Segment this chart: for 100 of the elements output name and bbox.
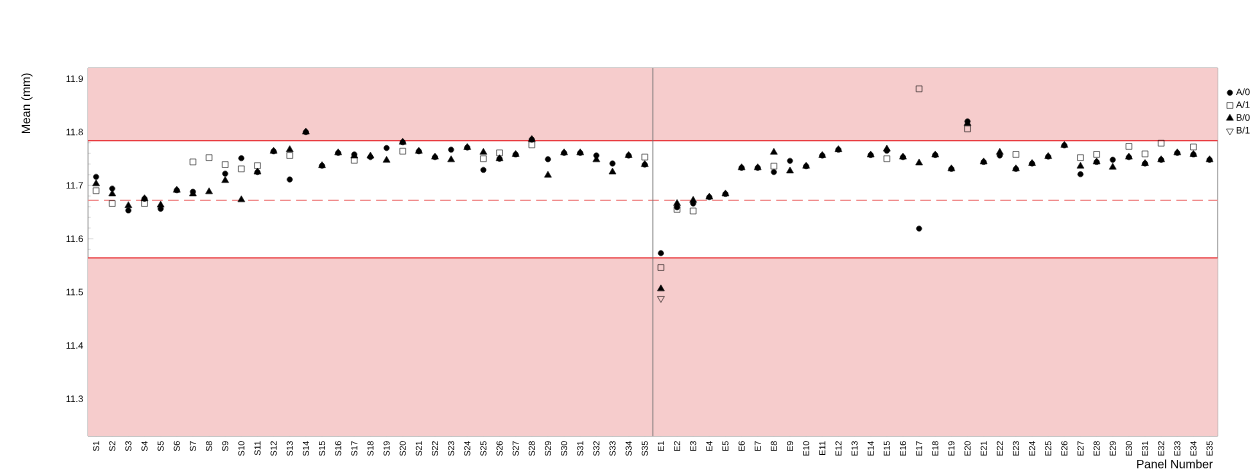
point xyxy=(657,296,665,303)
point xyxy=(92,187,100,195)
x-tick-label: S35 xyxy=(641,441,648,456)
y-tick-label: 11.8 xyxy=(66,128,83,136)
x-tick-label: E10 xyxy=(803,441,810,456)
point xyxy=(351,157,358,164)
point xyxy=(1077,154,1084,161)
x-tick-label: S20 xyxy=(399,441,406,456)
point xyxy=(1157,140,1165,147)
x-tick-label: E31 xyxy=(1141,441,1149,456)
x-tick-label: S1 xyxy=(93,441,100,452)
x-tick-label: S32 xyxy=(593,441,600,456)
x-tick-label: S9 xyxy=(222,441,229,452)
x-tick-label: E35 xyxy=(1206,441,1213,456)
x-tick-label: E17 xyxy=(916,441,923,456)
y-tick-label: 11.9 xyxy=(66,75,83,83)
x-tick-label: E33 xyxy=(1174,441,1181,456)
x-tick-label: S3 xyxy=(125,441,132,452)
point xyxy=(689,207,697,215)
x-tick-label: S5 xyxy=(157,441,164,452)
x-tick-label: S14 xyxy=(302,441,309,456)
point xyxy=(480,155,487,163)
x-tick-label: E15 xyxy=(883,441,890,456)
x-tick-label: S21 xyxy=(415,441,422,456)
x-tick-label: S28 xyxy=(528,441,535,456)
x-tick-label: E28 xyxy=(1093,441,1100,456)
x-tick-label: E27 xyxy=(1077,441,1084,456)
y-axis-title: Mean (mm) xyxy=(21,73,33,134)
point xyxy=(883,155,891,163)
x-tick-label: E11 xyxy=(819,441,826,455)
point xyxy=(254,162,261,169)
point xyxy=(964,125,971,133)
x-tick-label: E13 xyxy=(851,441,858,456)
legend-label: A/1 xyxy=(1236,101,1250,109)
x-tick-label: E3 xyxy=(690,441,697,451)
x-tick-label: S22 xyxy=(431,441,439,456)
x-tick-label: E4 xyxy=(706,441,713,451)
point xyxy=(496,149,503,157)
y-tick-label: 11.5 xyxy=(66,288,83,296)
x-tick-label: E20 xyxy=(964,441,971,456)
point xyxy=(286,152,293,159)
x-tick-label: S7 xyxy=(189,441,196,452)
x-tick-label: E14 xyxy=(867,441,874,456)
point xyxy=(1093,151,1100,158)
x-tick-label: E22 xyxy=(996,441,1003,456)
x-tick-label: S31 xyxy=(577,441,584,456)
x-tick-label: S17 xyxy=(351,441,358,456)
point xyxy=(641,154,648,161)
x-tick-label: S27 xyxy=(512,441,519,456)
x-tick-label: S10 xyxy=(238,441,245,456)
x-tick-label: S8 xyxy=(206,441,213,452)
legend-label: B/1 xyxy=(1236,126,1250,134)
y-tick-label: 11.7 xyxy=(66,182,83,189)
point xyxy=(238,165,245,173)
point xyxy=(770,163,778,170)
x-tick-label: E34 xyxy=(1190,441,1197,456)
x-tick-label: S29 xyxy=(544,441,552,456)
point xyxy=(657,264,665,271)
x-tick-label: E12 xyxy=(835,441,842,456)
x-tick-label: S15 xyxy=(318,441,326,456)
x-tick-label: E9 xyxy=(786,441,794,451)
y-tick-label: 11.4 xyxy=(66,342,84,349)
point xyxy=(1012,151,1020,158)
x-tick-label: E29 xyxy=(1109,441,1116,456)
x-tick-label: E18 xyxy=(932,441,939,456)
legend-label: B/0 xyxy=(1236,113,1250,121)
x-tick-label: S16 xyxy=(335,441,342,456)
x-tick-label: E30 xyxy=(1125,441,1132,456)
legend-label: A/0 xyxy=(1236,88,1250,96)
x-tick-label: E8 xyxy=(770,441,777,451)
point xyxy=(399,148,406,155)
x-tick-label: E24 xyxy=(1029,441,1036,456)
x-tick-label: E19 xyxy=(948,441,955,456)
x-tick-label: E7 xyxy=(754,441,761,451)
x-tick-label: S12 xyxy=(270,441,277,456)
x-tick-label: S30 xyxy=(561,441,568,456)
point xyxy=(1190,143,1197,151)
point xyxy=(1141,150,1149,158)
x-tick-label: E32 xyxy=(1158,441,1165,456)
x-tick-label: S11 xyxy=(254,441,261,456)
x-tick-label: E1 xyxy=(657,441,664,451)
point xyxy=(189,158,197,166)
x-tick-label: S6 xyxy=(173,441,180,452)
x-tick-label: E21 xyxy=(980,441,987,456)
x-tick-label: S4 xyxy=(141,441,148,452)
point xyxy=(1125,143,1133,150)
x-tick-label: S25 xyxy=(480,441,487,456)
x-tick-label: S26 xyxy=(496,441,503,456)
x-tick-label: S34 xyxy=(625,441,632,456)
x-axis-title: Panel Number xyxy=(1137,459,1213,469)
point xyxy=(205,154,213,161)
x-tick-label: S33 xyxy=(609,441,616,456)
y-tick-label: 11.3 xyxy=(66,395,83,403)
x-tick-label: E23 xyxy=(1012,441,1019,456)
x-tick-label: S2 xyxy=(109,441,116,452)
point xyxy=(109,200,116,207)
point xyxy=(141,200,148,207)
point xyxy=(915,85,923,93)
x-tick-label: E25 xyxy=(1045,441,1052,456)
x-tick-label: S13 xyxy=(286,441,293,456)
